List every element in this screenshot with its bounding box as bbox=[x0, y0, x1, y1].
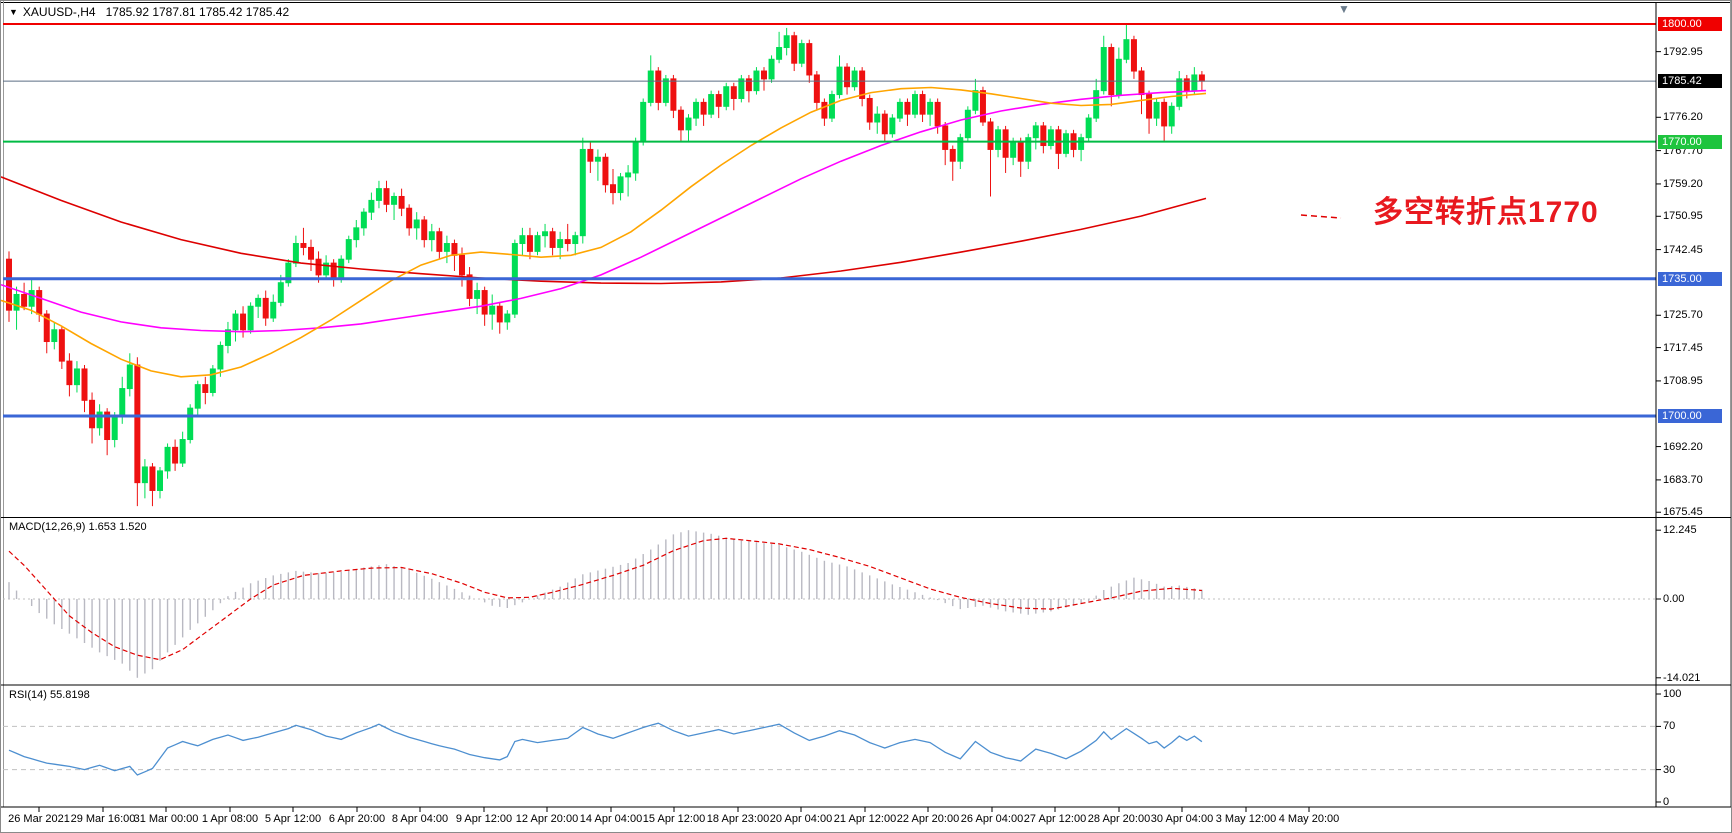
time-label: 27 Apr 12:00 bbox=[1023, 813, 1087, 825]
rsi-tick-label: 0 bbox=[1663, 796, 1670, 808]
price-badge-1770.00: 1770.00 bbox=[1658, 134, 1722, 149]
macd-indicator-label: MACD(12,26,9) 1.653 1.520 bbox=[9, 521, 147, 533]
macd-tick-label: -14.021 bbox=[1663, 671, 1701, 684]
annotation-dash bbox=[1300, 214, 1342, 219]
price-tick-label: 1759.20 bbox=[1663, 177, 1703, 190]
time-label: 5 Apr 12:00 bbox=[264, 813, 322, 825]
time-label: 31 Mar 00:00 bbox=[133, 813, 199, 825]
chart-title: ▼ XAUUSD-,H4 1785.92 1787.81 1785.42 1785.… bbox=[9, 5, 289, 19]
candlesticks bbox=[6, 24, 1205, 507]
rsi-tick-label: 100 bbox=[1663, 688, 1682, 700]
price-tick-label: 1717.45 bbox=[1663, 341, 1703, 354]
macd-tick-label: 12.245 bbox=[1663, 524, 1697, 537]
time-label: 29 Mar 16:00 bbox=[70, 813, 136, 825]
price-badge-1800.00: 1800.00 bbox=[1658, 17, 1722, 31]
rsi-tick-label: 70 bbox=[1663, 720, 1676, 733]
price-tick-label: 1776.20 bbox=[1663, 111, 1703, 124]
ma-fast-orange bbox=[1, 86, 1207, 378]
rsi-indicator-label: RSI(14) 55.8198 bbox=[9, 689, 90, 701]
price-tick-label: 1675.45 bbox=[1663, 506, 1703, 519]
time-label: 26 Mar 2021 bbox=[8, 813, 70, 825]
window-frame-top bbox=[1, 2, 1731, 3]
ma-slow-red bbox=[1, 176, 1207, 285]
window-frame-left bbox=[3, 1, 4, 807]
time-label: 26 Apr 04:00 bbox=[960, 813, 1024, 825]
rsi-tick-label: 30 bbox=[1663, 763, 1676, 776]
time-label: 14 Apr 04:00 bbox=[579, 813, 643, 825]
rsi-line bbox=[8, 722, 1203, 776]
time-label: 3 May 12:00 bbox=[1215, 813, 1277, 825]
price-tick-label: 1792.95 bbox=[1663, 45, 1703, 58]
annotation-text[interactable]: 多空转折点1770 bbox=[1373, 196, 1599, 229]
price-badge-1700.00: 1700.00 bbox=[1658, 409, 1722, 423]
price-tick-label: 1692.20 bbox=[1663, 440, 1703, 453]
time-label: 22 Apr 20:00 bbox=[896, 813, 960, 825]
macd-histogram bbox=[8, 530, 1203, 678]
symbol-period-label: XAUUSD-,H4 bbox=[22, 5, 96, 19]
price-tick-label: 1750.95 bbox=[1663, 210, 1703, 223]
ma-mid-magenta bbox=[1, 89, 1207, 333]
macd-signal-line bbox=[8, 537, 1202, 661]
price-tick-label: 1725.70 bbox=[1663, 309, 1703, 322]
time-label: 20 Apr 04:00 bbox=[769, 813, 833, 825]
time-label: 15 Apr 12:00 bbox=[642, 813, 706, 825]
time-label: 12 Apr 20:00 bbox=[515, 813, 579, 825]
time-label: 4 May 20:00 bbox=[1278, 813, 1340, 825]
time-label: 28 Apr 20:00 bbox=[1087, 813, 1151, 825]
horizontal-level-lines[interactable] bbox=[3, 23, 1656, 418]
time-label: 1 Apr 08:00 bbox=[201, 813, 259, 825]
time-label: 21 Apr 12:00 bbox=[833, 813, 897, 825]
price-tick-label: 1708.95 bbox=[1663, 374, 1703, 387]
panel-separator-main-macd[interactable] bbox=[1, 515, 1656, 520]
ohlc-values: 1785.92 1787.81 1785.42 1785.42 bbox=[105, 5, 290, 19]
panel-separator-macd-rsi[interactable] bbox=[1, 682, 1656, 687]
time-label: 9 Apr 12:00 bbox=[455, 813, 513, 825]
time-label: 18 Apr 23:00 bbox=[706, 813, 770, 825]
time-label: 8 Apr 04:00 bbox=[391, 813, 449, 825]
price-tick-label: 1742.45 bbox=[1663, 243, 1703, 256]
time-label: 6 Apr 20:00 bbox=[328, 813, 386, 825]
price-tick-label: 1683.70 bbox=[1663, 473, 1703, 486]
symbol-dropdown-icon: ▼ bbox=[9, 7, 18, 17]
macd-tick-label: 0.00 bbox=[1663, 593, 1685, 605]
window-frame-right bbox=[1730, 1, 1731, 807]
price-badge-1785.42: 1785.42 bbox=[1658, 74, 1722, 89]
time-label: 30 Apr 04:00 bbox=[1150, 813, 1214, 825]
scroll-marker-icon: ▼ bbox=[1338, 2, 1350, 16]
price-badge-1735.00: 1735.00 bbox=[1658, 271, 1722, 286]
